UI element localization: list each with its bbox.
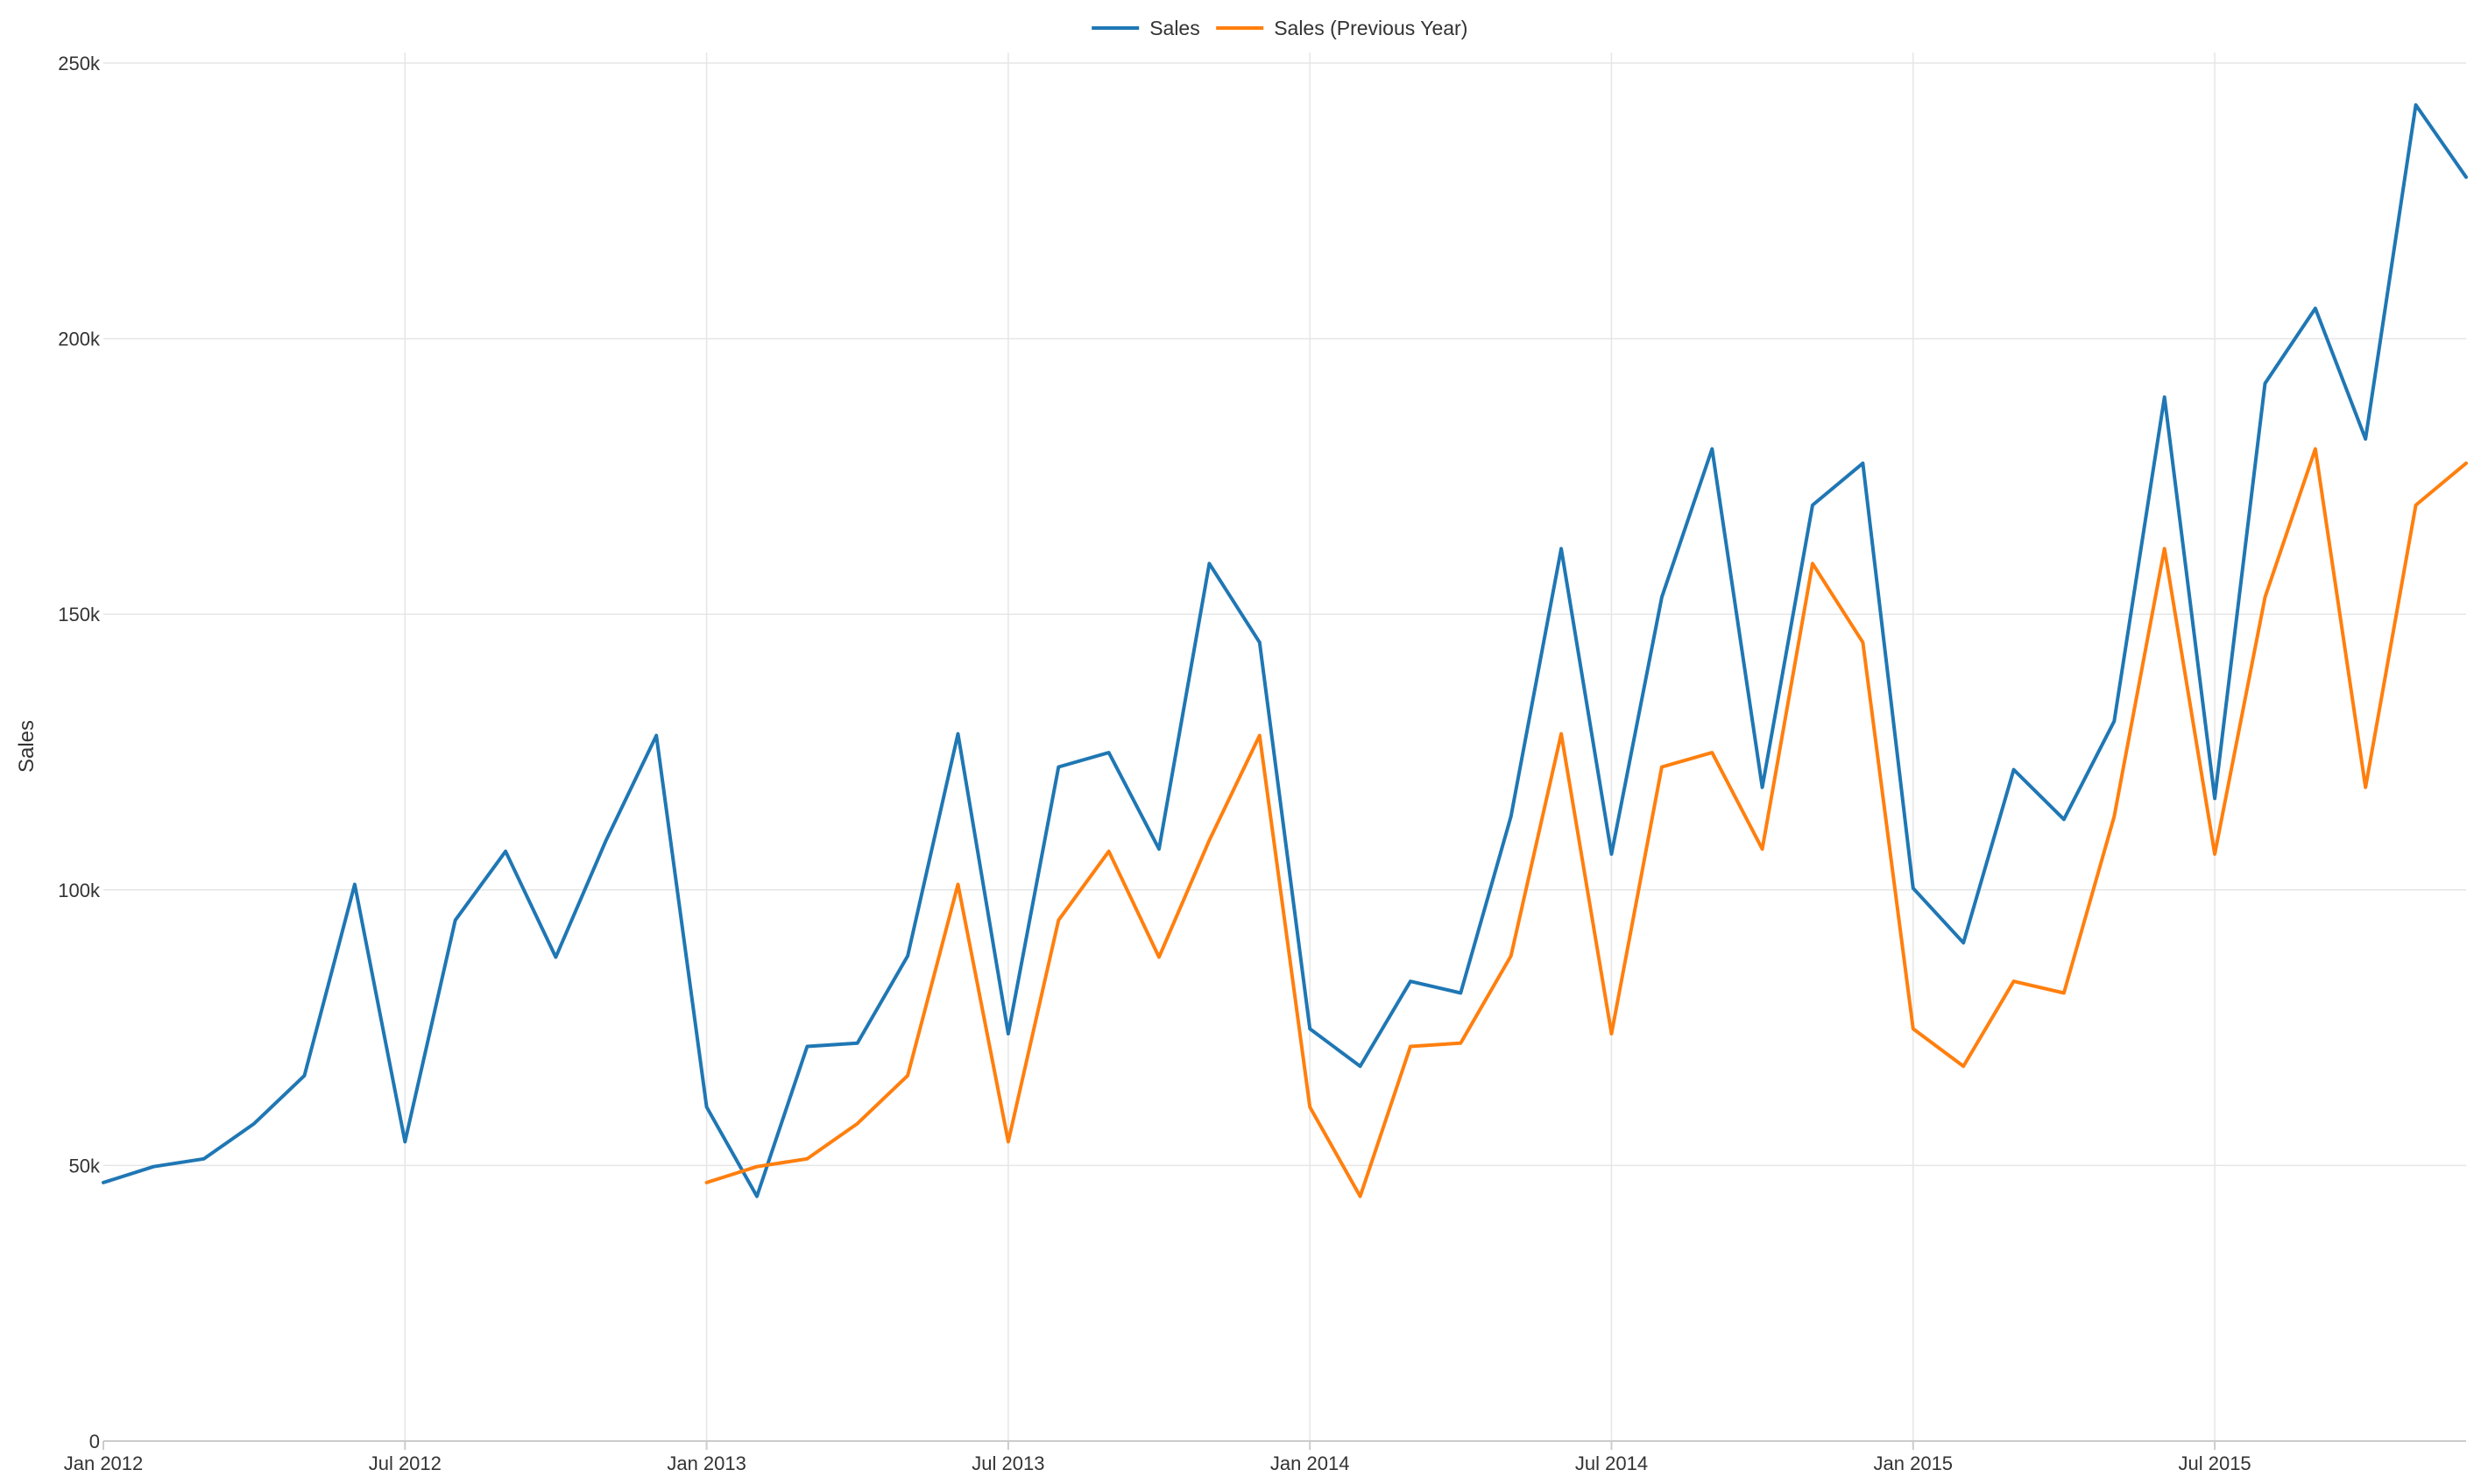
x-tick-label: Jul 2012 — [369, 1452, 442, 1474]
legend-item[interactable]: Sales (Previous Year) — [1216, 17, 1467, 39]
axes: 0 50k 100k 150k 200k 250k Jan 2012 Jul 2012 Jan … — [58, 53, 2466, 1474]
y-axis-title: Sales — [15, 720, 39, 773]
y-tick-label: 50k — [69, 1155, 101, 1177]
series — [102, 102, 2468, 1198]
series-line-sales — [102, 102, 2468, 1198]
gridlines — [103, 53, 2466, 1441]
y-tick-label: 100k — [58, 880, 101, 901]
x-tick-label: Jul 2013 — [972, 1452, 1044, 1474]
x-tick-label: Jan 2015 — [1874, 1452, 1954, 1474]
y-tick-label: 200k — [58, 329, 101, 350]
series-line-sales-previous-year — [704, 447, 2468, 1198]
legend-item[interactable]: Sales — [1092, 17, 1200, 39]
x-tick-label: Jan 2014 — [1270, 1452, 1350, 1474]
x-tick-label: Jan 2013 — [667, 1452, 746, 1474]
legend-label: Sales (Previous Year) — [1274, 17, 1467, 39]
y-tick-label: 150k — [58, 604, 101, 625]
legend-label: Sales — [1149, 17, 1200, 39]
x-tick-label: Jan 2012 — [64, 1452, 144, 1474]
y-tick-label: 0 — [89, 1431, 100, 1452]
legend: Sales Sales (Previous Year) — [1092, 17, 1467, 39]
x-tick-label: Jul 2014 — [1575, 1452, 1648, 1474]
x-tick-label: Jul 2015 — [2178, 1452, 2251, 1474]
y-tick-label: 250k — [58, 53, 101, 74]
